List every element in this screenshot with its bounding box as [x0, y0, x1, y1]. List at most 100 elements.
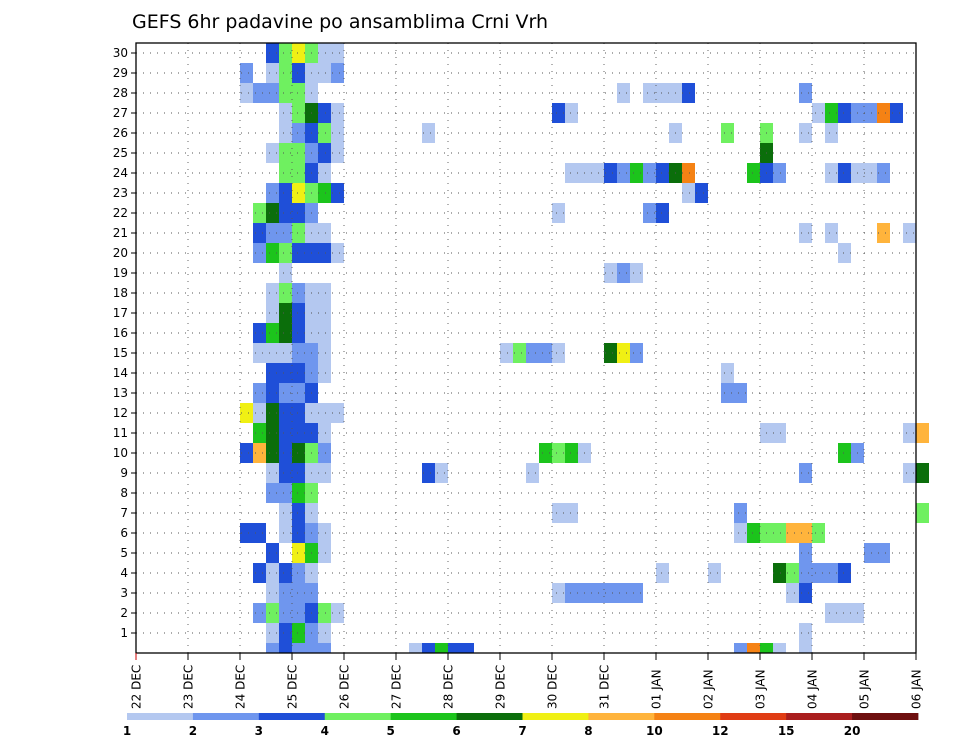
- heatmap-cell: [708, 563, 721, 583]
- heatmap-cell: [630, 583, 643, 603]
- heatmap-cell: [903, 423, 916, 443]
- heatmap-cell: [773, 563, 786, 583]
- heatmap-cell: [266, 443, 279, 463]
- heatmap-cell: [331, 183, 344, 203]
- heatmap-cell: [721, 363, 734, 383]
- heatmap-cell: [266, 623, 279, 643]
- y-tick-label: 13: [113, 386, 128, 400]
- heatmap-cell: [318, 63, 331, 83]
- y-tick-label: 11: [113, 426, 128, 440]
- heatmap-cell: [799, 543, 812, 563]
- heatmap-cell: [331, 243, 344, 263]
- heatmap-cell: [292, 583, 305, 603]
- y-tick-label: 20: [113, 246, 128, 260]
- y-tick-label: 27: [113, 106, 128, 120]
- heatmap-cell: [552, 583, 565, 603]
- y-tick-label: 19: [113, 266, 128, 280]
- heatmap-cell: [825, 563, 838, 583]
- heatmap-cell: [292, 543, 305, 563]
- heatmap-cell: [916, 503, 929, 523]
- y-axis-ticks: 1234567891011121314151617181920212223242…: [113, 46, 136, 640]
- x-tick-label: 22 DEC: [130, 665, 144, 709]
- y-tick-label: 16: [113, 326, 128, 340]
- heatmap-cell: [266, 203, 279, 223]
- heatmap-cell: [266, 43, 279, 63]
- heatmap-cell: [279, 323, 292, 343]
- x-tick-label: 30 DEC: [546, 665, 560, 709]
- heatmap-cell: [253, 523, 266, 543]
- heatmap-cell: [682, 83, 695, 103]
- heatmap-cell: [617, 583, 630, 603]
- chart-title: GEFS 6hr padavine po ansamblima Crni Vrh: [132, 11, 548, 33]
- heatmap-cell: [435, 643, 448, 653]
- heatmap-cell: [292, 43, 305, 63]
- heatmap-cell: [292, 443, 305, 463]
- heatmap-cell: [279, 303, 292, 323]
- heatmap-cell: [253, 563, 266, 583]
- heatmap-cell: [773, 523, 786, 543]
- heatmap-cell: [266, 143, 279, 163]
- y-tick-label: 7: [120, 506, 128, 520]
- heatmap-cell: [773, 423, 786, 443]
- heatmap-cell: [253, 603, 266, 623]
- heatmap-cell: [240, 443, 253, 463]
- heatmap-cell: [279, 183, 292, 203]
- heatmap-cell: [318, 403, 331, 423]
- heatmap-cell: [734, 523, 747, 543]
- heatmap-cell: [279, 483, 292, 503]
- legend-tick-label: 20: [844, 724, 861, 738]
- heatmap-cell: [318, 423, 331, 443]
- heatmap-cell: [331, 63, 344, 83]
- legend-tick-label: 4: [321, 724, 329, 738]
- heatmap-cell: [877, 223, 890, 243]
- heatmap-cell: [279, 403, 292, 423]
- heatmap-cell: [279, 523, 292, 543]
- heatmap-cell: [890, 103, 903, 123]
- heatmap-cell: [409, 643, 422, 653]
- legend-tick-label: 3: [255, 724, 263, 738]
- heatmap-cell: [253, 203, 266, 223]
- heatmap-cell: [279, 363, 292, 383]
- heatmap-cell: [279, 83, 292, 103]
- heatmap-cell: [422, 463, 435, 483]
- heatmap-cell: [526, 463, 539, 483]
- y-tick-label: 23: [113, 186, 128, 200]
- heatmap-cell: [799, 643, 812, 653]
- heatmap-cell: [240, 63, 253, 83]
- heatmap-cell: [279, 643, 292, 653]
- y-tick-label: 10: [113, 446, 128, 460]
- plot-frame: [135, 42, 917, 654]
- legend-swatch: [390, 713, 457, 720]
- heatmap-cell: [734, 383, 747, 403]
- heatmap-cell: [266, 243, 279, 263]
- heatmap-cell: [799, 463, 812, 483]
- heatmap-cell: [279, 583, 292, 603]
- heatmap-cell: [799, 223, 812, 243]
- heatmap-cell: [838, 163, 851, 183]
- heatmap-cell: [318, 283, 331, 303]
- heatmap-cell: [279, 503, 292, 523]
- y-tick-label: 26: [113, 126, 128, 140]
- heatmap-cell: [903, 223, 916, 243]
- heatmap-cell: [916, 423, 929, 443]
- heatmap-cell: [565, 503, 578, 523]
- heatmap-cell: [643, 163, 656, 183]
- legend-swatch: [654, 713, 721, 720]
- heatmap-cell: [292, 143, 305, 163]
- heatmap-cell: [786, 523, 799, 543]
- heatmap-cell: [279, 443, 292, 463]
- heatmap-cell: [682, 163, 695, 183]
- heatmap-cell: [747, 523, 760, 543]
- heatmap-cell: [253, 243, 266, 263]
- x-tick-label: 29 DEC: [494, 665, 508, 709]
- heatmap-cell: [292, 223, 305, 243]
- heatmap-cell: [318, 303, 331, 323]
- heatmap-cell: [591, 163, 604, 183]
- heatmap-cell: [240, 523, 253, 543]
- x-tick-label: 02 JAN: [702, 669, 716, 709]
- y-tick-label: 22: [113, 206, 128, 220]
- heatmap-cell: [318, 43, 331, 63]
- x-axis-ticks: 22 DEC 23 DEC 24 DEC 25 DEC 26 DEC 27 DEC 28 D…: [130, 653, 924, 709]
- heatmap-cell: [877, 103, 890, 123]
- heatmap-cell: [266, 63, 279, 83]
